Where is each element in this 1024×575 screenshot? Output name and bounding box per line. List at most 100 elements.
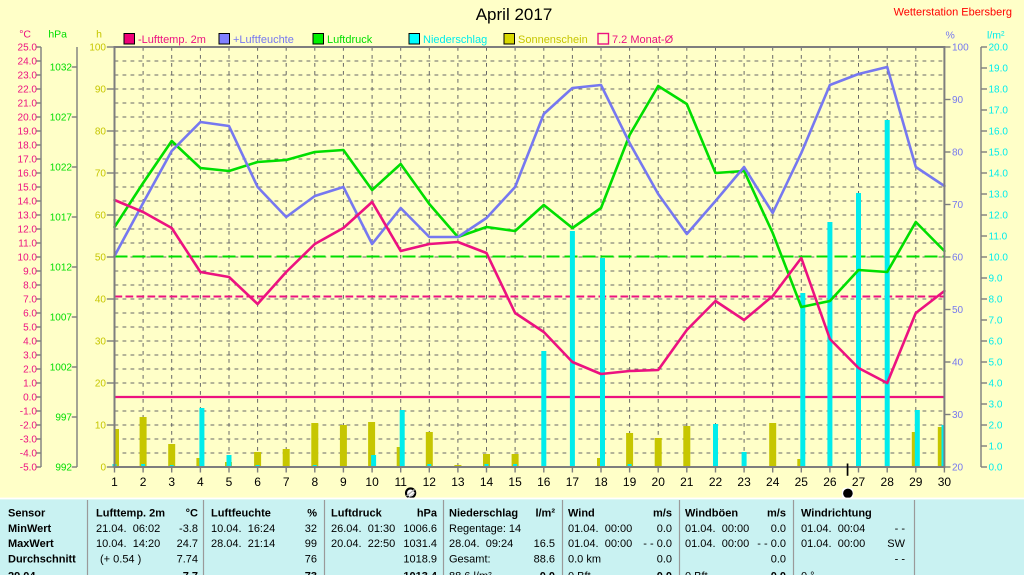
svg-text:70: 70 xyxy=(95,169,107,180)
svg-text:hPa: hPa xyxy=(417,508,438,520)
svg-text:1031.4: 1031.4 xyxy=(403,538,437,550)
svg-text:0: 0 xyxy=(100,463,106,474)
svg-text:- -: - - xyxy=(895,553,906,565)
svg-text:1022: 1022 xyxy=(50,163,73,174)
svg-text:10.0: 10.0 xyxy=(989,253,1009,264)
svg-text:0.0: 0.0 xyxy=(771,571,786,575)
svg-text:60: 60 xyxy=(952,253,964,264)
svg-text:90: 90 xyxy=(952,95,964,106)
svg-text:10.04. 14:20: 10.04. 14:20 xyxy=(96,538,160,550)
svg-text:SW: SW xyxy=(887,538,905,550)
svg-text:7.2 Monat-Ø: 7.2 Monat-Ø xyxy=(612,34,674,46)
svg-text:21.0: 21.0 xyxy=(18,99,38,110)
svg-text:3.0: 3.0 xyxy=(989,400,1003,411)
svg-text:24: 24 xyxy=(766,475,780,489)
svg-text:01.04. 00:04: 01.04. 00:04 xyxy=(801,523,865,535)
svg-text:0.0: 0.0 xyxy=(771,523,786,535)
svg-text:997: 997 xyxy=(55,413,72,424)
svg-text:13.0: 13.0 xyxy=(989,190,1009,201)
svg-text:1027: 1027 xyxy=(50,113,73,124)
svg-text:23: 23 xyxy=(737,475,751,489)
svg-text:13.0: 13.0 xyxy=(18,211,38,222)
svg-text:18: 18 xyxy=(594,475,608,489)
svg-text:27: 27 xyxy=(852,475,866,489)
svg-text:28: 28 xyxy=(881,475,895,489)
svg-text:30: 30 xyxy=(95,337,107,348)
svg-text:0.0: 0.0 xyxy=(23,393,37,404)
svg-text:17.0: 17.0 xyxy=(989,106,1009,117)
svg-text:10: 10 xyxy=(95,421,107,432)
svg-text:6.0: 6.0 xyxy=(23,309,37,320)
svg-text:17.0: 17.0 xyxy=(18,155,38,166)
svg-text:MinWert: MinWert xyxy=(8,523,52,535)
svg-text:60: 60 xyxy=(95,211,107,222)
svg-text:17: 17 xyxy=(566,475,580,489)
svg-text:6: 6 xyxy=(254,475,261,489)
svg-text:50: 50 xyxy=(95,253,107,264)
svg-text:01.04. 00:00: 01.04. 00:00 xyxy=(685,523,749,535)
svg-text:20: 20 xyxy=(652,475,666,489)
svg-text:0 Bft: 0 Bft xyxy=(685,571,708,575)
svg-text:Wetterstation Ebersberg: Wetterstation Ebersberg xyxy=(894,7,1012,19)
svg-text:3.0: 3.0 xyxy=(23,351,37,362)
svg-text:Luftfeuchte: Luftfeuchte xyxy=(211,508,271,520)
svg-text:88.6 l/m²: 88.6 l/m² xyxy=(449,571,492,575)
svg-text:26.04. 01:30: 26.04. 01:30 xyxy=(331,523,395,535)
svg-text:-4.0: -4.0 xyxy=(20,449,38,460)
svg-text:99: 99 xyxy=(305,538,317,550)
svg-text:30: 30 xyxy=(952,410,964,421)
svg-text:1018.9: 1018.9 xyxy=(403,553,437,565)
svg-text:73: 73 xyxy=(305,571,317,575)
svg-text:%: % xyxy=(307,508,317,520)
svg-text:4: 4 xyxy=(197,475,204,489)
svg-text:29.04: 29.04 xyxy=(8,571,36,575)
svg-text:19.0: 19.0 xyxy=(989,64,1009,75)
svg-text:Niederschlag: Niederschlag xyxy=(449,508,518,520)
svg-text:1013.4: 1013.4 xyxy=(403,571,438,575)
svg-text:0.0: 0.0 xyxy=(540,571,555,575)
svg-text:14.0: 14.0 xyxy=(989,169,1009,180)
svg-text:3: 3 xyxy=(168,475,175,489)
svg-text:5.0: 5.0 xyxy=(989,358,1003,369)
svg-text:2.0: 2.0 xyxy=(23,365,37,376)
svg-text:16.0: 16.0 xyxy=(18,169,38,180)
svg-text:8.0: 8.0 xyxy=(23,281,37,292)
svg-text:9: 9 xyxy=(340,475,347,489)
svg-text:30: 30 xyxy=(938,475,952,489)
svg-text:1: 1 xyxy=(111,475,118,489)
svg-text:5.0: 5.0 xyxy=(23,323,37,334)
svg-text:1007: 1007 xyxy=(50,313,73,324)
svg-text:24.0: 24.0 xyxy=(18,57,38,68)
svg-text:50: 50 xyxy=(952,305,964,316)
svg-text:Niederschlag: Niederschlag xyxy=(423,34,487,46)
svg-text:18.0: 18.0 xyxy=(18,141,38,152)
svg-text:11: 11 xyxy=(394,475,407,489)
svg-text:13: 13 xyxy=(451,475,465,489)
svg-text:m/s: m/s xyxy=(767,508,786,520)
svg-text:+Luftfeuchte: +Luftfeuchte xyxy=(233,34,294,46)
svg-text:Windböen: Windböen xyxy=(685,508,738,520)
svg-text:Sensor: Sensor xyxy=(8,508,46,520)
svg-text:1002: 1002 xyxy=(50,363,73,374)
svg-text:l/m²: l/m² xyxy=(987,30,1005,42)
svg-text:7: 7 xyxy=(283,475,290,489)
svg-text:18.0: 18.0 xyxy=(989,85,1009,96)
svg-text:01.04. 00:00: 01.04. 00:00 xyxy=(801,538,865,550)
svg-text:10.0: 10.0 xyxy=(18,253,38,264)
svg-text:992: 992 xyxy=(55,463,72,474)
svg-text:Wind: Wind xyxy=(568,508,595,520)
svg-text:16.5: 16.5 xyxy=(534,538,555,550)
svg-text:20: 20 xyxy=(952,463,964,474)
svg-text:01.04. 00:00: 01.04. 00:00 xyxy=(568,538,632,550)
svg-text:24.7: 24.7 xyxy=(177,538,198,550)
svg-text:21.04. 06:02: 21.04. 06:02 xyxy=(96,523,160,535)
svg-text:40: 40 xyxy=(952,358,964,369)
svg-text:Windrichtung: Windrichtung xyxy=(801,508,872,520)
svg-text:Durchschnitt: Durchschnitt xyxy=(8,553,76,565)
svg-text:-2.0: -2.0 xyxy=(20,421,38,432)
svg-text:26: 26 xyxy=(823,475,837,489)
svg-text:76: 76 xyxy=(305,553,317,565)
svg-text:19: 19 xyxy=(623,475,637,489)
svg-text:-Lufttemp. 2m: -Lufttemp. 2m xyxy=(138,34,206,46)
svg-text:2: 2 xyxy=(140,475,147,489)
